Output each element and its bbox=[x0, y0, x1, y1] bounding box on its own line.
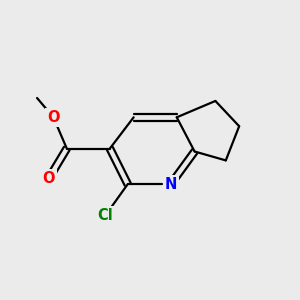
Text: O: O bbox=[47, 110, 60, 125]
Text: O: O bbox=[43, 171, 55, 186]
Text: N: N bbox=[165, 177, 177, 192]
Text: Cl: Cl bbox=[98, 208, 113, 223]
